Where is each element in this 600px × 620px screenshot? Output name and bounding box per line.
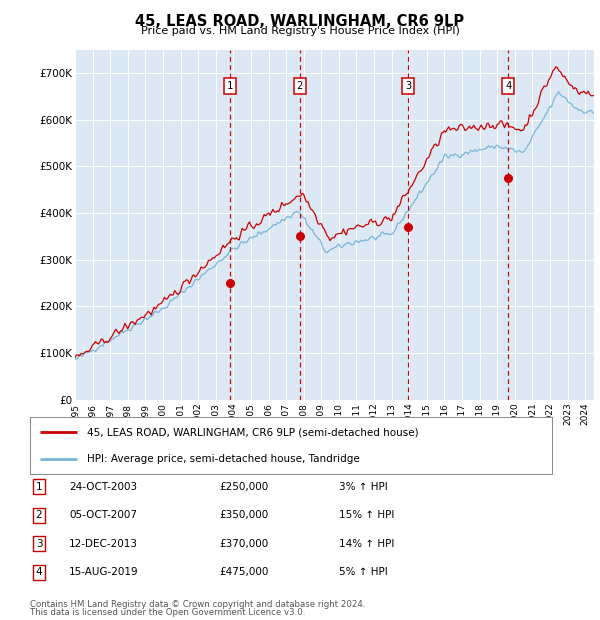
Text: This data is licensed under the Open Government Licence v3.0.: This data is licensed under the Open Gov… xyxy=(30,608,305,617)
Text: £370,000: £370,000 xyxy=(219,539,268,549)
Text: 45, LEAS ROAD, WARLINGHAM, CR6 9LP (semi-detached house): 45, LEAS ROAD, WARLINGHAM, CR6 9LP (semi… xyxy=(88,427,419,437)
Text: 12-DEC-2013: 12-DEC-2013 xyxy=(69,539,138,549)
Text: £250,000: £250,000 xyxy=(219,482,268,492)
Text: £475,000: £475,000 xyxy=(219,567,268,577)
Text: 15% ↑ HPI: 15% ↑ HPI xyxy=(339,510,394,520)
Text: 4: 4 xyxy=(505,81,511,91)
Text: Contains HM Land Registry data © Crown copyright and database right 2024.: Contains HM Land Registry data © Crown c… xyxy=(30,600,365,609)
Text: 5% ↑ HPI: 5% ↑ HPI xyxy=(339,567,388,577)
Text: 45, LEAS ROAD, WARLINGHAM, CR6 9LP: 45, LEAS ROAD, WARLINGHAM, CR6 9LP xyxy=(136,14,464,29)
Text: 3: 3 xyxy=(35,539,43,549)
Text: 3% ↑ HPI: 3% ↑ HPI xyxy=(339,482,388,492)
Text: Price paid vs. HM Land Registry's House Price Index (HPI): Price paid vs. HM Land Registry's House … xyxy=(140,26,460,36)
Text: 2: 2 xyxy=(35,510,43,520)
Text: 4: 4 xyxy=(35,567,43,577)
Text: 05-OCT-2007: 05-OCT-2007 xyxy=(69,510,137,520)
Text: HPI: Average price, semi-detached house, Tandridge: HPI: Average price, semi-detached house,… xyxy=(88,454,360,464)
Text: 24-OCT-2003: 24-OCT-2003 xyxy=(69,482,137,492)
Text: 1: 1 xyxy=(35,482,43,492)
Text: 3: 3 xyxy=(405,81,412,91)
Text: 1: 1 xyxy=(227,81,233,91)
Text: 15-AUG-2019: 15-AUG-2019 xyxy=(69,567,139,577)
Text: 2: 2 xyxy=(296,81,303,91)
Text: £350,000: £350,000 xyxy=(219,510,268,520)
Text: 14% ↑ HPI: 14% ↑ HPI xyxy=(339,539,394,549)
